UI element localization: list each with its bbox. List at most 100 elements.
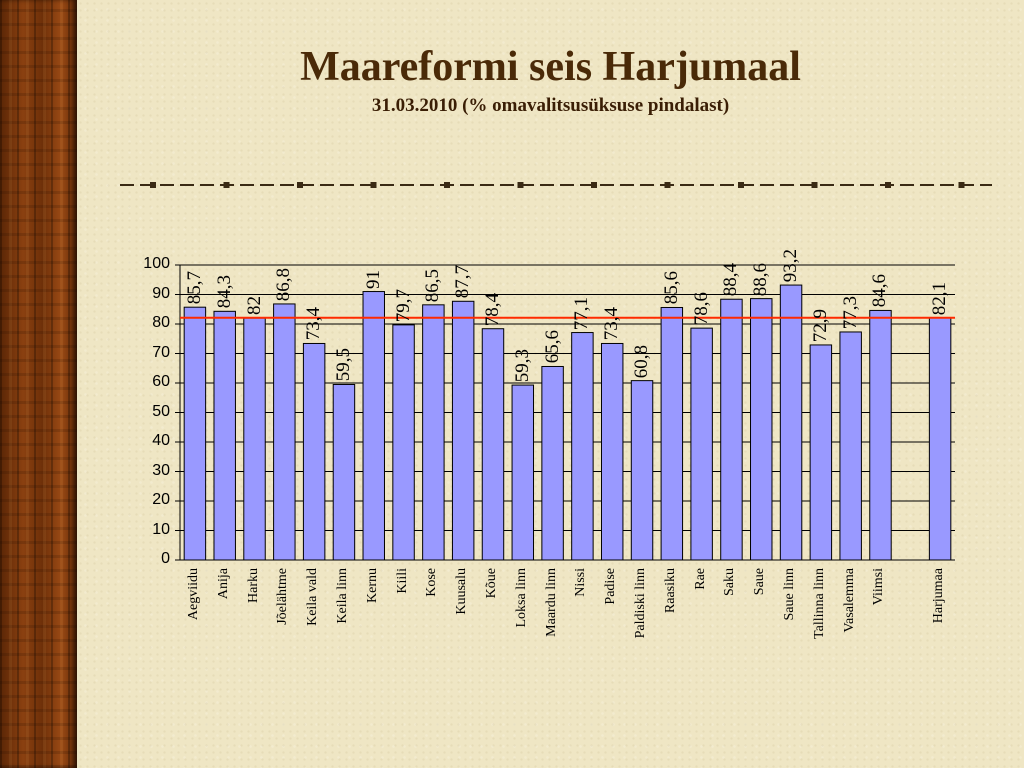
- bar-value-label: 86,8: [273, 267, 295, 302]
- bar: [273, 303, 296, 561]
- bar: [600, 342, 624, 561]
- bar-value-label: 85,6: [660, 271, 682, 305]
- bar: [451, 300, 475, 561]
- bar: [660, 306, 684, 561]
- category-label: Aegviidu: [185, 568, 201, 621]
- y-tick-label: 20: [152, 491, 170, 508]
- bar-value-label: 84,6: [869, 274, 891, 308]
- category-label: Vasalemma: [841, 568, 857, 633]
- bar-value-label: 77,1: [571, 296, 593, 330]
- bar: [422, 304, 445, 561]
- bar-value-label: 72,9: [809, 308, 831, 343]
- category-label: Jõelähtme: [275, 568, 291, 625]
- bar: [332, 383, 356, 561]
- category-label: Loksa linn: [513, 568, 529, 628]
- divider-dot: [811, 182, 818, 188]
- divider-dot: [517, 182, 524, 188]
- bar: [720, 298, 743, 561]
- bar-value-label: 86,5: [422, 268, 444, 303]
- category-label: Harjumaa: [931, 568, 947, 624]
- y-tick-label: 70: [152, 343, 170, 361]
- divider-dot: [297, 182, 303, 188]
- category-label: Kose: [424, 568, 440, 597]
- bar: [839, 331, 862, 561]
- bar: [302, 342, 326, 561]
- divider-dot: [664, 182, 671, 188]
- bar-value-label: 59,5: [332, 348, 354, 382]
- bar-value-label: 65,6: [541, 330, 563, 364]
- category-label: Kiili: [394, 568, 410, 594]
- divider-dot: [370, 182, 377, 188]
- bar-value-label: 60,8: [631, 344, 653, 378]
- bar: [690, 327, 713, 561]
- bar-value-label: 77,3: [839, 295, 861, 330]
- bar-value-label: 73,4: [601, 307, 623, 341]
- divider-dot: [223, 182, 230, 188]
- y-tick-label: 90: [152, 284, 170, 302]
- category-label: Saue: [752, 568, 768, 596]
- bar: [213, 310, 236, 561]
- category-label: Viimsi: [871, 568, 887, 606]
- category-label: Nissi: [573, 568, 589, 597]
- bar-value-label: 85,7: [183, 271, 205, 305]
- decorative-divider: [120, 182, 992, 188]
- bar: [511, 384, 535, 561]
- category-label: Saue linn: [782, 568, 798, 621]
- bar-value-label: 82: [243, 296, 265, 316]
- category-label: Anija: [215, 568, 231, 600]
- bar: [362, 291, 385, 561]
- bar-value-label: 73,4: [303, 307, 325, 341]
- bar-value-label: 84,3: [213, 275, 235, 309]
- bar-value-label: 91: [362, 269, 384, 289]
- y-tick-label: 0: [161, 550, 170, 567]
- category-label: Saku: [722, 568, 738, 596]
- y-tick-label: 40: [152, 432, 170, 449]
- bar: [809, 344, 833, 561]
- category-label: Kernu: [364, 568, 380, 603]
- category-label: Keila vald: [305, 568, 321, 626]
- category-label: Paldiski linn: [633, 568, 649, 639]
- category-label: Keila linn: [334, 568, 350, 624]
- bar: [750, 298, 773, 561]
- bar: [392, 324, 415, 561]
- y-tick-label: 80: [152, 314, 170, 331]
- category-label: Tallinna linn: [811, 568, 827, 639]
- divider-dot: [738, 182, 744, 188]
- bar-value-label: 93,2: [780, 249, 802, 283]
- bar: [541, 365, 564, 561]
- bar: [183, 306, 207, 561]
- y-tick-label: 30: [152, 461, 170, 479]
- bar-value-label: 88,4: [720, 263, 742, 297]
- bar-value-label: 78,4: [481, 292, 503, 326]
- bar-value-label: 82,1: [929, 281, 951, 316]
- y-tick-label: 60: [152, 373, 170, 390]
- category-label: Raasiku: [662, 568, 678, 614]
- y-tick-label: 50: [152, 402, 170, 420]
- category-label: Maardu linn: [543, 568, 559, 637]
- category-label: Rae: [692, 568, 708, 590]
- divider-dot: [958, 182, 965, 188]
- bar: [481, 328, 505, 561]
- slide-title: Maareformi seis Harjumaal: [300, 44, 801, 90]
- divider-dot: [150, 182, 156, 188]
- bar: [928, 317, 952, 561]
- bar-value-label: 87,7: [452, 265, 474, 299]
- slide-subtitle: 31.03.2010 (% omavalitsusüksuse pindalas…: [371, 95, 730, 116]
- bar: [571, 332, 594, 561]
- bar: [243, 317, 266, 561]
- divider-dot: [885, 182, 891, 188]
- bar-value-label: 88,6: [750, 262, 772, 296]
- divider-dot: [444, 182, 450, 188]
- category-label: Kuusalu: [454, 568, 470, 615]
- y-tick-label: 10: [152, 520, 170, 538]
- y-tick-label: 100: [143, 255, 170, 272]
- divider-dot: [591, 182, 597, 188]
- category-label: Padise: [603, 568, 619, 605]
- category-label: Harku: [245, 568, 261, 603]
- category-label: Kõue: [483, 568, 499, 599]
- bar-value-label: 79,7: [392, 288, 414, 323]
- bar: [630, 380, 654, 561]
- bar: [779, 284, 803, 561]
- bar-value-label: 59,3: [511, 349, 533, 383]
